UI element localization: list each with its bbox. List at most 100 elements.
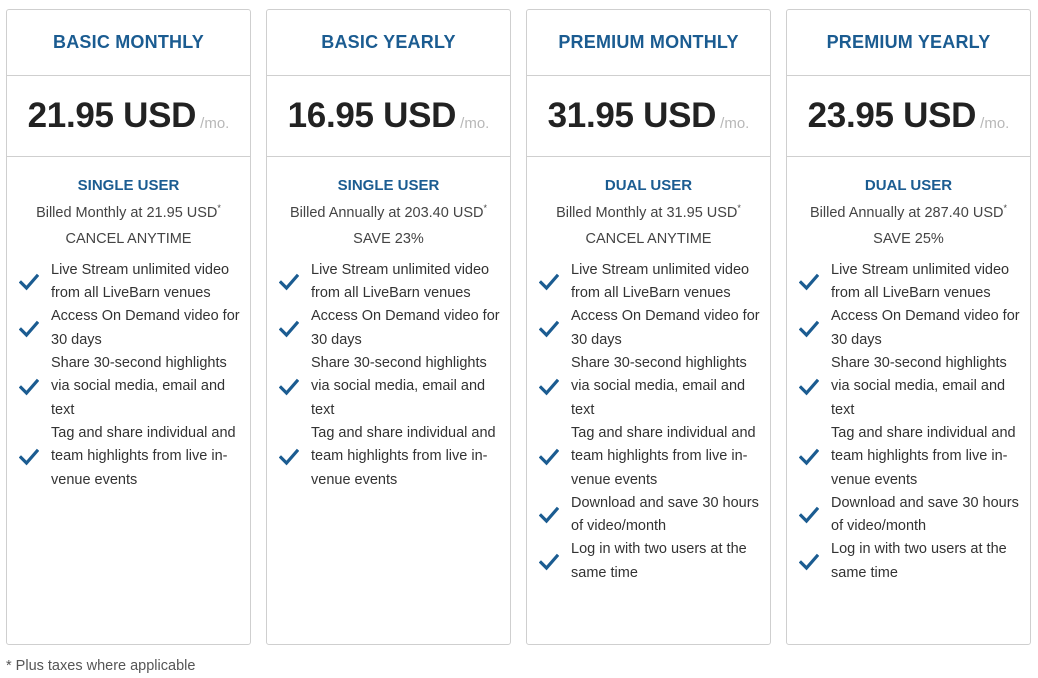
plan-note: CANCEL ANYTIME [585, 230, 712, 247]
feature-text: Tag and share individual and team highli… [311, 424, 496, 488]
feature-item: Live Stream unlimited video from all Liv… [18, 259, 242, 306]
price-row: 21.95 USD /mo. [7, 76, 250, 157]
feature-item: Share 30-second highlights via social me… [278, 352, 502, 422]
billing-info: Billed Annually at 203.40 USD* [267, 203, 510, 221]
feature-text: Access On Demand video for 30 days [571, 308, 760, 348]
billing-text: Billed Annually at 287.40 USD [810, 204, 1004, 221]
user-type: DUAL USER [604, 177, 693, 194]
price-row: 23.95 USD /mo. [787, 76, 1030, 157]
feature-item: Share 30-second highlights via social me… [18, 352, 242, 422]
price-amount: 16.95 USD [287, 96, 457, 135]
feature-item: Live Stream unlimited video from all Liv… [798, 259, 1022, 306]
feature-text: Access On Demand video for 30 days [51, 308, 240, 348]
plan-note: SAVE 23% [353, 230, 424, 247]
checkmark-icon [278, 447, 300, 467]
checkmark-icon [538, 272, 560, 292]
feature-list: Live Stream unlimited video from all Liv… [787, 259, 1030, 585]
feature-text: Tag and share individual and team highli… [831, 424, 1016, 488]
checkmark-icon [798, 447, 820, 467]
plan-card[interactable]: BASIC YEARLY 16.95 USD /mo. SINGLE USER B… [266, 9, 511, 645]
price-unit: /mo. [200, 114, 230, 132]
price-unit: /mo. [980, 114, 1010, 132]
feature-item: Tag and share individual and team highli… [278, 422, 502, 492]
feature-text: Share 30-second highlights via social me… [571, 355, 747, 418]
feature-text: Download and save 30 hours of video/mont… [571, 494, 759, 535]
feature-item: Log in with two users at the same time [798, 538, 1022, 585]
checkmark-icon [798, 319, 820, 339]
feature-text: Live Stream unlimited video from all Liv… [571, 261, 750, 302]
billing-asterisk: * [483, 203, 487, 213]
billing-asterisk: * [217, 203, 221, 213]
billing-text: Billed Monthly at 31.95 USD [556, 204, 738, 221]
footnote: * Plus taxes where applicable [6, 658, 196, 674]
checkmark-icon [538, 552, 560, 572]
feature-item: Tag and share individual and team highli… [18, 422, 242, 492]
feature-item: Access On Demand video for 30 days [18, 305, 242, 352]
feature-item: Log in with two users at the same time [538, 538, 762, 585]
checkmark-icon [538, 447, 560, 467]
feature-text: Tag and share individual and team highli… [51, 424, 236, 488]
feature-text: Tag and share individual and team highli… [571, 424, 756, 488]
checkmark-icon [798, 505, 820, 525]
billing-text: Billed Monthly at 21.95 USD [36, 204, 218, 221]
checkmark-icon [18, 272, 40, 292]
feature-text: Live Stream unlimited video from all Liv… [51, 261, 230, 302]
feature-text: Download and save 30 hours of video/mont… [831, 494, 1019, 535]
plan-card[interactable]: PREMIUM MONTHLY 31.95 USD /mo. DUAL USER… [526, 9, 771, 645]
feature-text: Share 30-second highlights via social me… [51, 355, 227, 418]
price-unit: /mo. [460, 114, 490, 132]
price-amount: 31.95 USD [547, 96, 717, 135]
checkmark-icon [18, 319, 40, 339]
feature-text: Access On Demand video for 30 days [311, 308, 500, 348]
feature-item: Share 30-second highlights via social me… [538, 352, 762, 422]
feature-item: Live Stream unlimited video from all Liv… [278, 259, 502, 306]
price-amount: 21.95 USD [27, 96, 197, 135]
billing-asterisk: * [1003, 203, 1007, 213]
price-amount: 23.95 USD [807, 96, 977, 135]
feature-item: Download and save 30 hours of video/mont… [798, 492, 1022, 539]
feature-item: Access On Demand video for 30 days [278, 305, 502, 352]
checkmark-icon [278, 272, 300, 292]
feature-text: Share 30-second highlights via social me… [311, 355, 487, 418]
feature-list: Live Stream unlimited video from all Liv… [267, 259, 510, 492]
feature-text: Share 30-second highlights via social me… [831, 355, 1007, 418]
plan-card[interactable]: PREMIUM YEARLY 23.95 USD /mo. DUAL USER B… [786, 9, 1031, 645]
billing-asterisk: * [737, 203, 741, 213]
billing-info: Billed Monthly at 21.95 USD* [7, 203, 250, 221]
feature-list: Live Stream unlimited video from all Liv… [7, 259, 250, 492]
feature-item: Access On Demand video for 30 days [538, 305, 762, 352]
checkmark-icon [278, 319, 300, 339]
checkmark-icon [798, 377, 820, 397]
user-type: SINGLE USER [337, 177, 440, 194]
plan-note: CANCEL ANYTIME [65, 230, 192, 247]
feature-item: Download and save 30 hours of video/mont… [538, 492, 762, 539]
checkmark-icon [798, 272, 820, 292]
checkmark-icon [538, 319, 560, 339]
plan-name: PREMIUM YEARLY [787, 10, 1030, 76]
plan-note: SAVE 25% [873, 230, 944, 247]
price-row: 31.95 USD /mo. [527, 76, 770, 157]
feature-item: Tag and share individual and team highli… [798, 422, 1022, 492]
feature-item: Share 30-second highlights via social me… [798, 352, 1022, 422]
feature-text: Live Stream unlimited video from all Liv… [831, 261, 1010, 302]
billing-text: Billed Annually at 203.40 USD [290, 204, 484, 221]
feature-list: Live Stream unlimited video from all Liv… [527, 259, 770, 585]
plan-card[interactable]: BASIC MONTHLY 21.95 USD /mo. SINGLE USER… [6, 9, 251, 645]
feature-text: Live Stream unlimited video from all Liv… [311, 261, 490, 302]
checkmark-icon [278, 377, 300, 397]
feature-item: Access On Demand video for 30 days [798, 305, 1022, 352]
user-type: DUAL USER [864, 177, 953, 194]
checkmark-icon [18, 377, 40, 397]
plan-name: BASIC YEARLY [267, 10, 510, 76]
feature-text: Access On Demand video for 30 days [831, 308, 1020, 348]
checkmark-icon [538, 505, 560, 525]
feature-text: Log in with two users at the same time [831, 541, 1007, 581]
checkmark-icon [798, 552, 820, 572]
user-type: SINGLE USER [77, 177, 180, 194]
billing-info: Billed Monthly at 31.95 USD* [527, 203, 770, 221]
feature-item: Tag and share individual and team highli… [538, 422, 762, 492]
checkmark-icon [538, 377, 560, 397]
plan-name: PREMIUM MONTHLY [527, 10, 770, 76]
feature-text: Log in with two users at the same time [571, 541, 747, 581]
plan-name: BASIC MONTHLY [7, 10, 250, 76]
